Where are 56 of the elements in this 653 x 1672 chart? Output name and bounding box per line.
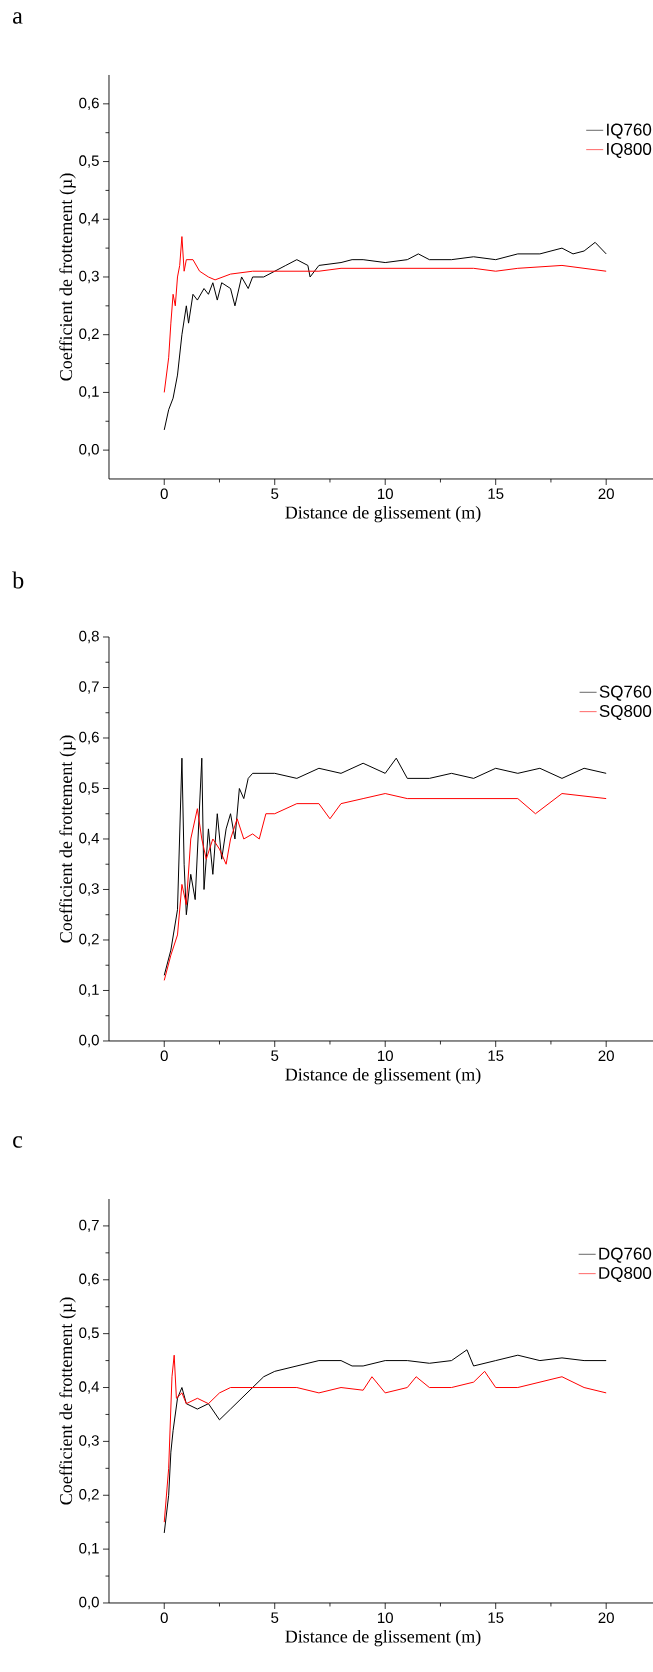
y-tick-label: 0,6 bbox=[79, 1273, 99, 1286]
x-tick-label: 20 bbox=[598, 1050, 614, 1062]
y-tick-label: 0,6 bbox=[79, 731, 99, 745]
x-tick-label: 10 bbox=[378, 488, 393, 500]
y-tick-label: 0,1 bbox=[79, 1542, 99, 1556]
x-tick-label: 15 bbox=[488, 1612, 504, 1623]
x-tick-label: 5 bbox=[271, 1050, 279, 1061]
legend-label: DQ800 bbox=[599, 1266, 652, 1283]
y-tick-label: 0,7 bbox=[79, 681, 99, 694]
chart-title: c bbox=[13, 1136, 23, 1148]
y-tick-label: 0,6 bbox=[79, 97, 99, 111]
line-series bbox=[163, 757, 607, 976]
x-tick-label: 15 bbox=[488, 1050, 504, 1061]
y-tick-label: 0,8 bbox=[79, 630, 99, 644]
chart-title: b bbox=[12, 571, 24, 589]
y-tick-label: 0,1 bbox=[79, 386, 99, 399]
y-tick-label: 0,4 bbox=[79, 213, 100, 226]
y-axis-title: Coefficient de frottement (µ) bbox=[59, 1297, 76, 1505]
y-tick-label: 0,0 bbox=[79, 443, 99, 457]
y-tick-label: 0,3 bbox=[79, 883, 99, 896]
x-tick-label: 20 bbox=[598, 1612, 614, 1624]
x-tick-label: 15 bbox=[488, 488, 504, 499]
y-tick-label: 0,2 bbox=[79, 328, 99, 341]
y-tick-label: 0,5 bbox=[79, 155, 99, 168]
x-axis-title: Distance de glissement (m) bbox=[285, 1067, 481, 1085]
x-tick-label: 5 bbox=[271, 1612, 279, 1623]
chart-title: a bbox=[13, 12, 23, 24]
y-axis-title: Coefficient de frottement (µ) bbox=[59, 735, 76, 943]
y-tick-label: 0,1 bbox=[79, 984, 99, 997]
x-tick-label: 5 bbox=[271, 488, 279, 499]
line-series bbox=[163, 241, 607, 431]
y-tick-label: 0,7 bbox=[79, 1219, 99, 1233]
legend-label: IQ800 bbox=[607, 142, 652, 159]
y-tick-label: 0,2 bbox=[79, 933, 99, 947]
x-tick-label: 20 bbox=[598, 488, 614, 500]
y-tick-label: 0,4 bbox=[79, 832, 100, 846]
y-tick-label: 0,0 bbox=[79, 1034, 99, 1048]
x-tick-label: 10 bbox=[378, 1050, 393, 1062]
x-axis-title: Distance de glissement (m) bbox=[285, 505, 481, 523]
y-tick-label: 0,4 bbox=[79, 1381, 100, 1394]
legend-label: IQ760 bbox=[607, 123, 652, 139]
legend-label: SQ760 bbox=[599, 685, 652, 701]
y-axis-title: Coefficient de frottement (µ) bbox=[59, 173, 76, 381]
x-tick-label: 0 bbox=[160, 1050, 168, 1062]
x-axis-title: Distance de glissement (m) bbox=[285, 1629, 481, 1647]
x-tick-label: 0 bbox=[160, 1612, 168, 1624]
x-tick-label: 0 bbox=[160, 488, 168, 500]
y-tick-label: 0,5 bbox=[79, 782, 99, 795]
y-tick-label: 0,5 bbox=[79, 1327, 99, 1340]
legend-label: DQ760 bbox=[599, 1247, 652, 1263]
x-tick-label: 10 bbox=[378, 1612, 393, 1624]
y-tick-label: 0,2 bbox=[79, 1489, 99, 1502]
y-tick-label: 0,3 bbox=[79, 1435, 99, 1448]
legend-label: SQ800 bbox=[599, 704, 652, 721]
y-tick-label: 0,3 bbox=[79, 270, 99, 284]
y-tick-label: 0,0 bbox=[79, 1596, 99, 1610]
